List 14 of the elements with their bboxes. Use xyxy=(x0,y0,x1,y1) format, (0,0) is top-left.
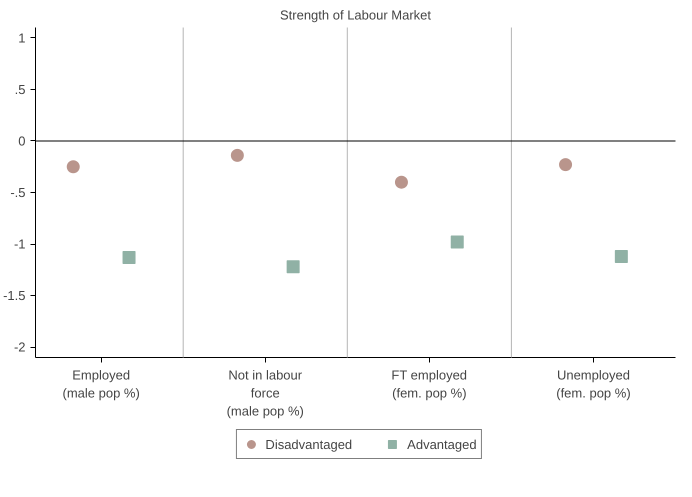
legend-label: Advantaged xyxy=(407,436,477,452)
y-tick-label: 0 xyxy=(18,133,26,148)
x-tick-label: Not in labour force (male pop %) xyxy=(226,368,304,418)
y-tick-label: -1 xyxy=(14,236,26,252)
x-tick-label: Employed (male pop %) xyxy=(62,368,140,400)
chart-title: Strength of Labour Market xyxy=(280,8,432,22)
y-tick-label: -.5 xyxy=(10,185,26,200)
y-tick-label: .5 xyxy=(14,82,26,97)
x-tick-label: FT employed (fem. pop %) xyxy=(391,368,468,400)
y-tick-label: -1.5 xyxy=(3,288,26,304)
y-tick-label: 1 xyxy=(18,30,26,46)
x-tick-label: Unemployed (fem. pop %) xyxy=(556,368,631,400)
legend-label: Disadvantaged xyxy=(265,436,352,452)
y-tick-label: -2 xyxy=(14,340,26,355)
